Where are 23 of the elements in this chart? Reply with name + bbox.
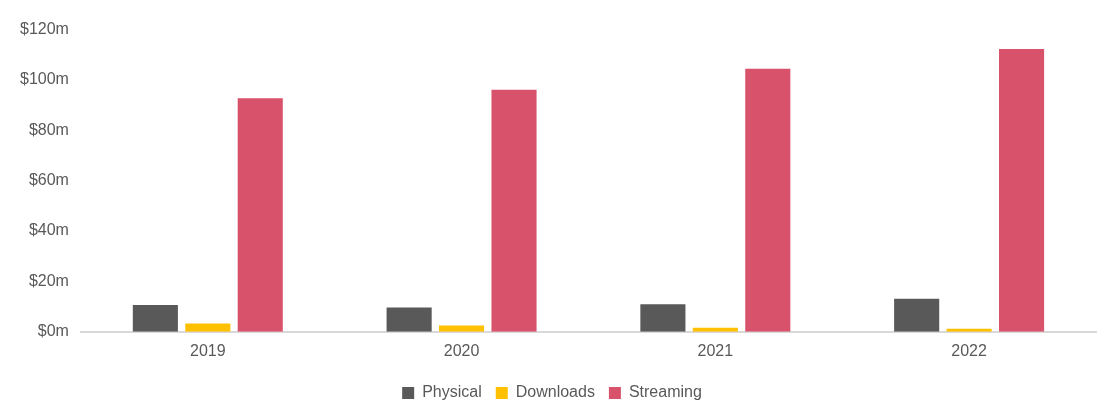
bar	[185, 323, 231, 332]
y-tick-label: $40m	[28, 221, 69, 239]
bar	[132, 305, 178, 332]
x-tick-label: 2020	[443, 341, 480, 359]
bar	[640, 304, 686, 332]
bar	[999, 48, 1045, 332]
legend-label: Streaming	[628, 383, 702, 401]
y-tick-label: $20m	[28, 271, 69, 289]
x-tick-label: 2019	[190, 341, 226, 359]
y-tick-label: $120m	[20, 20, 69, 38]
y-tick-label: $60m	[28, 171, 69, 189]
bar	[237, 98, 283, 332]
bar	[386, 307, 432, 332]
bar	[894, 298, 940, 332]
x-tick-label: 2022	[951, 341, 988, 359]
legend-label: Downloads	[515, 383, 595, 401]
bar	[745, 68, 791, 332]
legend-label: Physical	[422, 383, 482, 401]
y-tick-label: $100m	[20, 70, 69, 88]
y-tick-label: $80m	[28, 120, 69, 138]
bar	[491, 89, 537, 332]
x-tick-label: 2021	[697, 341, 734, 359]
y-tick-label: $0m	[37, 322, 69, 340]
